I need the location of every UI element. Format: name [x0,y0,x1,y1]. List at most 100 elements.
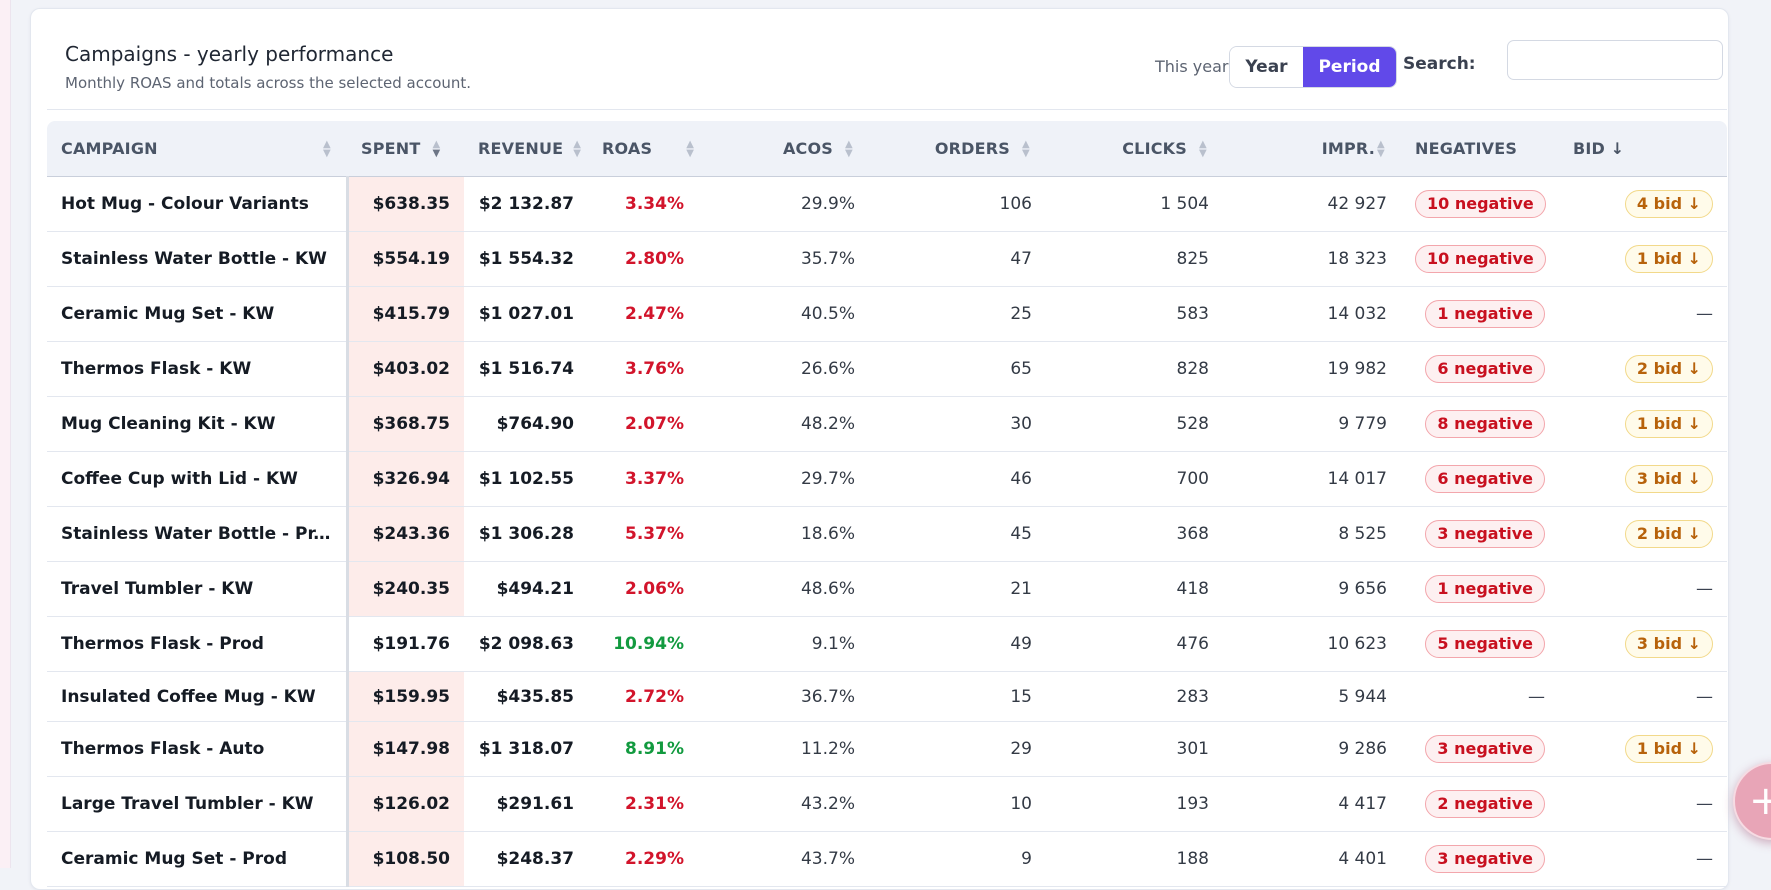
bid-badge[interactable]: 3 bid ↓ [1624,465,1713,493]
year-toggle-button[interactable]: Year [1230,47,1303,87]
negatives-badge[interactable]: 1 negative [1425,300,1545,328]
cell-roas: 2.29% [588,831,698,887]
negatives-badge[interactable]: 3 negative [1425,520,1545,548]
cell-impr: 4 401 [1223,831,1401,887]
negatives-badge[interactable]: 10 negative [1415,245,1546,273]
empty-dash: — [1696,686,1713,707]
table-row[interactable]: Insulated Coffee Mug - KW $159.95 $435.85 2… [47,671,1727,722]
cell-acos-value: 26.6% [800,359,855,379]
sort-arrows-icon[interactable]: ▲ ▼ [573,138,582,159]
cell-acos-value: 18.6% [800,524,855,544]
negatives-badge[interactable]: 10 negative [1415,190,1546,218]
cell-impr-value: 5 944 [1338,686,1387,707]
sort-arrows-icon[interactable]: ▲ ▼ [323,138,331,159]
cell-campaign: Stainless Water Bottle - Pr... [47,506,349,562]
sort-arrows-icon[interactable]: ▲ ▼ [845,138,853,159]
cell-roas-value: 2.07% [625,414,684,434]
negatives-badge[interactable]: 3 negative [1425,735,1545,763]
cell-acos-value: 48.6% [800,579,855,599]
table-row[interactable]: Ceramic Mug Set - Prod $108.50 $248.37 2.29… [47,831,1727,887]
cell-roas: 2.07% [588,396,698,452]
cell-impr: 42 927 [1223,176,1401,232]
table-row[interactable]: Coffee Cup with Lid - KW $326.94 $1 102.55… [47,451,1727,507]
cell-revenue-value: $1 318.07 [478,739,574,759]
table-row[interactable]: Thermos Flask - Auto $147.98 $1 318.07 8.91… [47,721,1727,777]
col-revenue[interactable]: REVENUE ▲ ▼ [464,121,588,177]
cell-spent-value: $240.35 [372,579,450,599]
cell-spent-value: $554.19 [372,249,450,269]
col-acos[interactable]: ACOS ▲ ▼ [698,121,869,177]
negatives-badge[interactable]: 1 negative [1425,575,1545,603]
cell-roas: 2.47% [588,286,698,342]
bid-badge[interactable]: 2 bid ↓ [1624,355,1713,383]
cell-negatives: 3 negative [1401,721,1559,777]
cell-acos-value: 11.2% [800,739,855,759]
cell-revenue-value: $1 027.01 [478,304,574,324]
cell-negatives: 6 negative [1401,451,1559,507]
table-row[interactable]: Thermos Flask - Prod $191.76 $2 098.63 10.9… [47,616,1727,672]
period-toggle-button[interactable]: Period [1303,47,1396,87]
col-clicks[interactable]: CLICKS ▲ ▼ [1046,121,1223,177]
bid-badge[interactable]: 1 bid ↓ [1624,410,1713,438]
sort-arrows-icon[interactable]: ▲ ▼ [1022,138,1030,159]
empty-dash: — [1696,794,1713,814]
col-impr[interactable]: IMPR. ▲ ▼ [1223,121,1401,177]
cell-negatives: 3 negative [1401,831,1559,887]
table-row[interactable]: Ceramic Mug Set - KW $415.79 $1 027.01 2.47… [47,286,1727,342]
table-row[interactable]: Thermos Flask - KW $403.02 $1 516.74 3.76% 2… [47,341,1727,397]
bid-badge[interactable]: 3 bid ↓ [1624,630,1713,658]
bid-badge[interactable]: 4 bid ↓ [1624,190,1713,218]
cell-spent-value: $191.76 [372,634,450,654]
cell-clicks-value: 825 [1176,249,1209,269]
search-label: Search: [1403,54,1476,74]
bid-badge[interactable]: 2 bid ↓ [1624,520,1713,548]
col-bid[interactable]: BID ↓ [1559,121,1727,177]
col-roas[interactable]: ROAS ▲ ▼ [588,121,698,177]
cell-acos-value: 43.7% [800,849,855,869]
cell-roas: 5.37% [588,506,698,562]
add-fab-button[interactable]: + [1733,762,1771,840]
cell-campaign: Large Travel Tumbler - KW [47,776,349,832]
cell-bid: — [1559,286,1727,342]
cell-clicks-value: 828 [1176,359,1209,379]
bid-badge[interactable]: 1 bid ↓ [1624,735,1713,763]
table-row[interactable]: Mug Cleaning Kit - KW $368.75 $764.90 2.07%… [47,396,1727,452]
cell-acos: 26.6% [698,341,869,397]
table-row[interactable]: Hot Mug - Colour Variants $638.35 $2 132.8… [47,176,1727,232]
bid-badge[interactable]: 1 bid ↓ [1624,245,1713,273]
negatives-badge[interactable]: 6 negative [1425,465,1545,493]
cell-spent-value: $243.36 [372,524,450,544]
cell-acos: 43.2% [698,776,869,832]
table-row[interactable]: Large Travel Tumbler - KW $126.02 $291.61 2… [47,776,1727,832]
cell-clicks: 825 [1046,231,1223,287]
cell-clicks-value: 301 [1176,739,1209,759]
col-orders[interactable]: ORDERS ▲ ▼ [869,121,1046,177]
sort-arrows-icon[interactable]: ▲ ▼ [432,138,441,159]
cell-revenue-value: $2 098.63 [478,634,574,654]
cell-orders-value: 30 [1010,414,1032,434]
table-row[interactable]: Stainless Water Bottle - KW $554.19 $1 554… [47,231,1727,287]
col-spent[interactable]: SPENT ▲ ▼ [347,121,464,177]
cell-orders: 21 [869,561,1046,617]
cell-clicks-value: 583 [1176,304,1209,324]
cell-acos: 48.6% [698,561,869,617]
cell-orders: 29 [869,721,1046,777]
search-input[interactable] [1507,40,1723,80]
negatives-badge[interactable]: 6 negative [1425,355,1545,383]
cell-negatives: 10 negative [1401,176,1559,232]
negatives-badge[interactable]: 5 negative [1425,630,1545,658]
table-row[interactable]: Travel Tumbler - KW $240.35 $494.21 2.06% 48… [47,561,1727,617]
sort-arrows-icon[interactable]: ▲ ▼ [686,138,695,159]
sort-arrows-icon[interactable]: ▲ ▼ [1199,138,1207,159]
negatives-badge[interactable]: 3 negative [1425,845,1545,873]
negatives-badge[interactable]: 8 negative [1425,410,1545,438]
table-row[interactable]: Stainless Water Bottle - Pr... $243.36 $1 … [47,506,1727,562]
negatives-badge[interactable]: 2 negative [1425,790,1545,818]
col-campaign[interactable]: CAMPAIGN ▲ ▼ [47,121,347,177]
cell-impr-value: 9 779 [1338,414,1387,434]
cell-campaign: Ceramic Mug Set - Prod [47,831,349,887]
cell-acos: 43.7% [698,831,869,887]
cell-roas-value: 3.76% [625,359,684,379]
cell-revenue: $1 318.07 [464,721,588,777]
sort-arrows-icon[interactable]: ▲ ▼ [1377,138,1385,159]
